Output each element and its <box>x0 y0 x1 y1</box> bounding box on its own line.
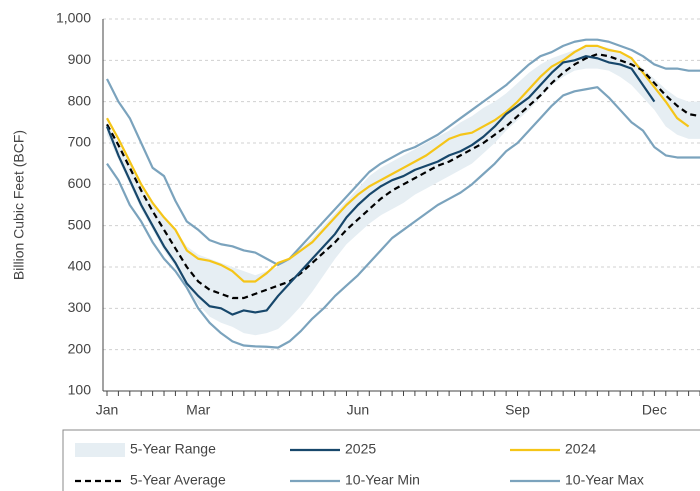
y-tick-label: 600 <box>68 175 92 191</box>
x-tick-label: Jun <box>347 402 370 418</box>
legend-label: 10-Year Min <box>345 472 420 488</box>
legend-swatch <box>75 443 125 457</box>
x-tick-label: Jan <box>96 402 119 418</box>
legend-label: 10-Year Max <box>565 472 644 488</box>
y-tick-label: 1,000 <box>56 10 91 26</box>
y-tick-label: 100 <box>68 382 92 398</box>
series-line <box>106 53 700 300</box>
x-tick-label: Mar <box>186 402 210 418</box>
legend-box <box>62 429 700 491</box>
y-tick-label: 200 <box>68 340 92 356</box>
series-line <box>106 86 700 349</box>
y-tick-label: 500 <box>68 216 92 232</box>
y-tick-label: 700 <box>68 134 92 150</box>
series-line <box>106 44 690 283</box>
legend-label: 2024 <box>565 441 596 457</box>
series-line <box>106 38 700 267</box>
legend-label: 5-Year Average <box>130 472 226 488</box>
range-area <box>107 45 700 336</box>
y-tick-label: 400 <box>68 258 92 274</box>
y-tick-label: 300 <box>68 299 92 315</box>
series-line <box>105 55 656 316</box>
y-axis-label: Billion Cubic Feet (BCF) <box>11 130 27 280</box>
legend-label: 2025 <box>345 441 376 457</box>
x-tick-label: Sep <box>505 402 530 418</box>
legend-label: 5-Year Range <box>130 441 216 457</box>
x-tick-label: Dec <box>642 402 667 418</box>
y-tick-label: 800 <box>68 92 92 108</box>
y-tick-label: 900 <box>68 51 92 67</box>
